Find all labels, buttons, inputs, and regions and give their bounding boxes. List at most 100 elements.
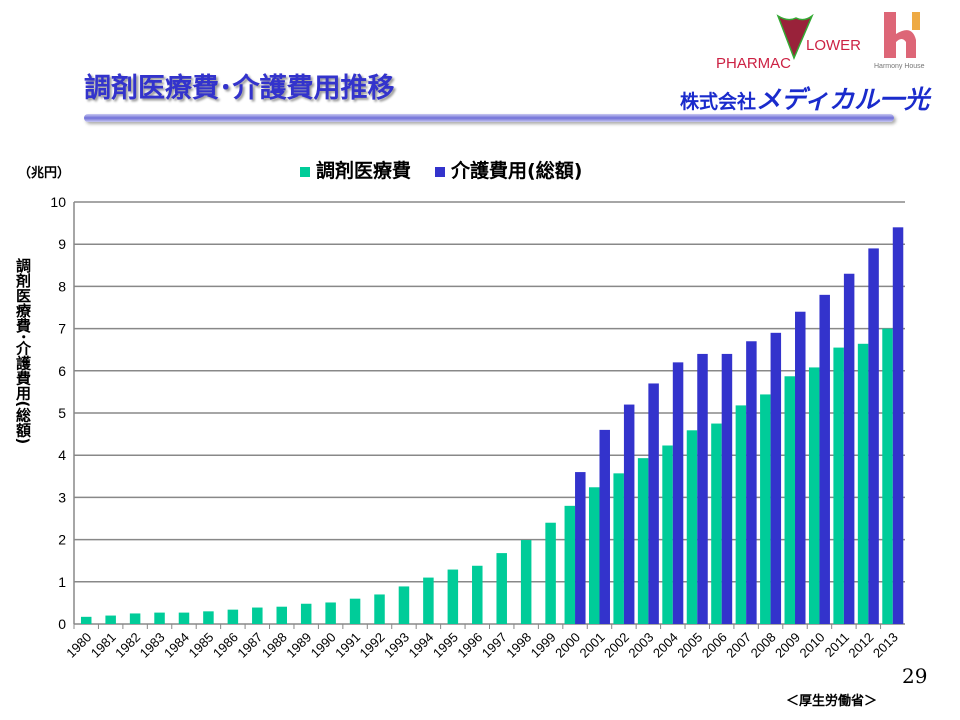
legend-item-dispensing: 調剤医療費: [300, 156, 411, 183]
x-tick-label: 2006: [699, 630, 730, 661]
legend-swatch: [300, 166, 310, 177]
bar-dispensing-1983: [154, 612, 165, 624]
bar-care-2007: [746, 341, 757, 624]
x-tick-label: 1999: [528, 630, 559, 661]
bar-dispensing-1984: [178, 612, 190, 624]
bar-dispensing-2005: [686, 430, 698, 624]
bar-dispensing-1994: [423, 577, 434, 624]
x-tick-label: 1987: [234, 630, 265, 661]
y-tick-label: 0: [58, 616, 66, 632]
bar-dispensing-2000: [564, 505, 576, 624]
x-tick-label: 1991: [332, 630, 363, 661]
bar-care-2003: [648, 383, 659, 624]
page-title: 調剤医療費･介護費用推移: [84, 73, 395, 104]
bar-dispensing-1996: [472, 565, 483, 624]
company-prefix: 株式会社: [680, 91, 757, 113]
bar-care-2010: [819, 294, 830, 624]
bar-dispensing-2006: [711, 423, 722, 624]
bar-dispensing-2007: [735, 405, 747, 624]
bar-dispensing-2013: [882, 328, 893, 624]
x-tick-label: 2005: [674, 630, 705, 661]
bar-dispensing-1999: [545, 522, 556, 624]
x-tick-label: 1981: [88, 630, 119, 661]
x-tick-label: 1992: [357, 630, 388, 661]
bar-care-2005: [697, 353, 708, 624]
company-name: 株式会社メディカル一光: [680, 80, 929, 116]
bar-dispensing-2002: [613, 473, 624, 624]
x-tick-label: 2011: [822, 630, 852, 660]
bar-care-2011: [843, 273, 855, 624]
bar-care-2013: [892, 227, 904, 624]
x-tick-label: 1988: [259, 630, 290, 661]
bar-dispensing-1985: [203, 611, 214, 624]
y-tick-label: 6: [58, 363, 66, 379]
bar-dispensing-1987: [252, 607, 263, 624]
bar-dispensing-1981: [105, 615, 116, 624]
source-note: ＜厚生労働省＞: [786, 694, 878, 709]
bar-dispensing-2001: [588, 487, 600, 624]
bar-dispensing-2008: [760, 394, 771, 624]
bar-care-2001: [599, 429, 610, 624]
bar-care-2002: [623, 404, 635, 624]
bar-dispensing-1991: [349, 598, 361, 624]
legend-swatch: [435, 166, 446, 177]
x-tick-label: 1997: [479, 630, 510, 661]
x-tick-label: 2007: [723, 630, 754, 661]
legend-label: 介護費用(総額): [451, 160, 583, 182]
bar-dispensing-2003: [637, 458, 649, 624]
bar-dispensing-1986: [227, 609, 239, 624]
x-tick-label: 1990: [308, 630, 339, 661]
legend-label: 調剤医療費: [316, 160, 412, 182]
x-tick-label: 1996: [454, 630, 485, 661]
bar-dispensing-1992: [374, 594, 385, 624]
bar-care-2006: [721, 353, 733, 624]
bar-care-2004: [672, 362, 684, 624]
pharmacy-flower-logo: PHARMAC LOWER: [716, 14, 861, 72]
bar-dispensing-1997: [496, 553, 507, 624]
x-tick-label: 1984: [161, 630, 192, 661]
bar-dispensing-1993: [398, 586, 410, 624]
x-tick-label: 1983: [137, 630, 168, 661]
x-tick-label: 2010: [797, 630, 828, 661]
bar-dispensing-2009: [784, 376, 796, 624]
x-tick-label: 2002: [601, 630, 632, 661]
x-tick-label: 2013: [870, 630, 901, 661]
x-tick-label: 1989: [283, 630, 314, 661]
bar-dispensing-1988: [276, 606, 287, 624]
x-tick-label: 1998: [503, 630, 534, 661]
page-number: 29: [902, 664, 928, 688]
svg-text:Harmony House: Harmony House: [874, 63, 925, 70]
title-underline: [84, 114, 894, 122]
x-tick-label: 2008: [748, 630, 779, 661]
harmony-house-logo: Harmony House: [874, 12, 925, 70]
bar-dispensing-2004: [662, 445, 673, 624]
bar-dispensing-1990: [325, 602, 336, 624]
y-tick-label: 1: [58, 574, 66, 590]
company-brand: メディカル一光: [756, 85, 930, 114]
x-tick-label: 2001: [577, 630, 608, 661]
bar-care-2009: [795, 311, 806, 624]
bar-dispensing-1980: [80, 616, 92, 624]
bar-dispensing-1982: [129, 613, 141, 624]
x-tick-label: 2009: [772, 630, 803, 661]
y-tick-label: 10: [50, 194, 66, 210]
y-tick-label: 2: [58, 532, 66, 548]
bar-care-2000: [575, 472, 586, 624]
x-tick-label: 1994: [405, 630, 436, 661]
unit-label: （兆円）: [18, 166, 71, 181]
bar-care-2008: [770, 332, 782, 624]
bar-dispensing-1995: [447, 569, 459, 624]
x-tick-label: 2004: [650, 630, 681, 661]
y-tick-label: 8: [58, 278, 66, 294]
y-tick-label: 4: [58, 447, 66, 463]
x-tick-label: 2000: [552, 630, 583, 661]
y-axis-label: 調剤医療費･介護費用(総額): [14, 258, 32, 445]
bar-care-2012: [868, 248, 879, 625]
x-tick-label: 1982: [112, 630, 143, 661]
bar-dispensing-1998: [520, 540, 532, 624]
y-tick-label: 5: [58, 405, 66, 421]
x-tick-label: 1986: [210, 630, 241, 661]
svg-text:PHARMAC: PHARMAC: [716, 55, 791, 72]
y-tick-label: 9: [58, 236, 66, 252]
